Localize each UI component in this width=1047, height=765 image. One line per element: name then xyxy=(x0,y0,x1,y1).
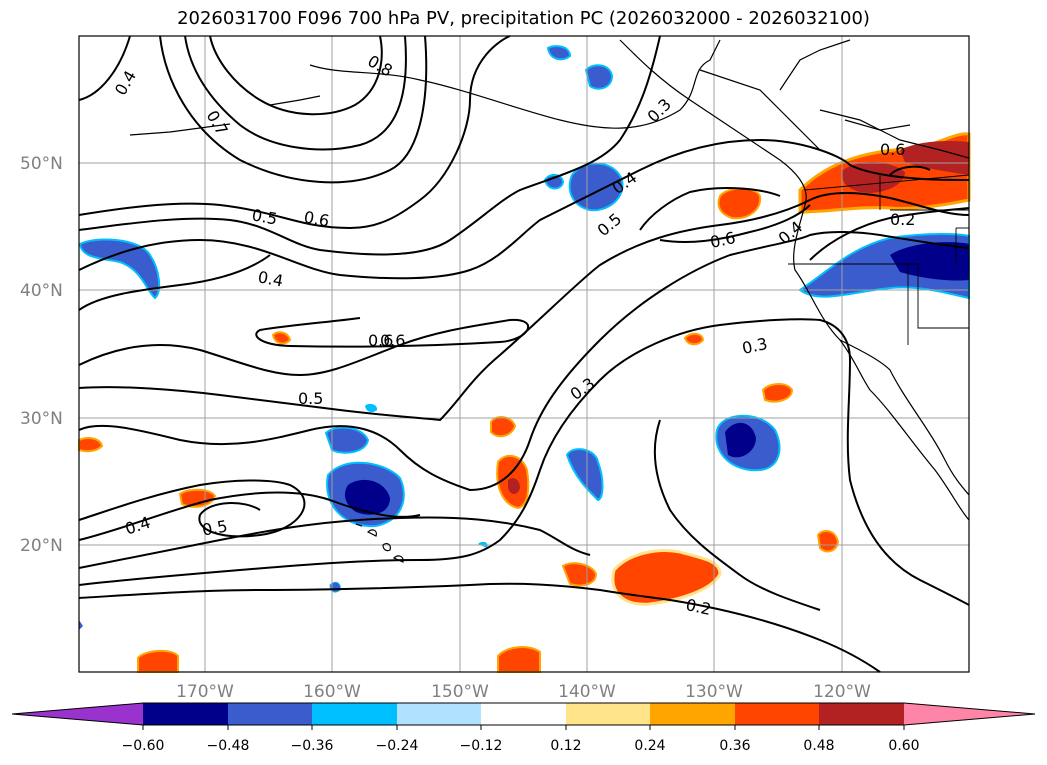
precip-blob xyxy=(324,426,370,454)
colorbar-tick-label: −0.12 xyxy=(460,738,503,754)
latitude-labels: 50°N 40°N 30°N 20°N xyxy=(20,154,63,556)
colorbar: −0.60 −0.48 −0.36 −0.24 −0.12 0.12 0.24 … xyxy=(11,702,1036,754)
lon-label: 160°W xyxy=(303,682,361,702)
precip-blob xyxy=(890,242,969,281)
lon-label: 120°W xyxy=(813,682,871,702)
colorbar-segment xyxy=(566,703,650,725)
precip-blob xyxy=(725,422,756,458)
precip-blob xyxy=(79,620,83,630)
precip-blob xyxy=(137,650,179,673)
colorbar-segment xyxy=(819,703,904,725)
contour-label: 0.2 xyxy=(684,595,713,619)
coastline-layer xyxy=(129,39,970,521)
colorbar-tick-label: −0.24 xyxy=(376,738,419,754)
contour-label: 0.5 xyxy=(201,516,229,539)
colorbar-segment xyxy=(228,703,312,725)
colorbar-segment xyxy=(650,703,735,725)
lon-label: 130°W xyxy=(685,682,743,702)
colorbar-segment xyxy=(397,703,481,725)
precip-blob xyxy=(271,331,292,345)
contour-label: 0.6 xyxy=(380,331,405,350)
contour-label: 0.5 xyxy=(250,205,278,228)
precip-blob xyxy=(365,403,378,413)
contour-label: 0.5 xyxy=(298,389,323,408)
colorbar-extend-max xyxy=(904,703,1035,725)
contour-label: 0.2 xyxy=(890,210,915,229)
boundary-layer xyxy=(788,174,970,345)
precip-blob xyxy=(78,437,104,453)
plot-area xyxy=(79,36,969,672)
precip-blob xyxy=(546,45,572,61)
graticule xyxy=(79,36,969,672)
contour-label: 0.4 xyxy=(256,267,284,290)
map-title: 2026031700 F096 700 hPa PV, precipitatio… xyxy=(177,8,870,29)
lon-label: 140°W xyxy=(558,682,616,702)
colorbar-tick-label: 0.36 xyxy=(719,738,750,754)
colorbar-tick-marks xyxy=(142,725,905,730)
colorbar-extend-min xyxy=(12,703,143,725)
lat-label: 30°N xyxy=(20,409,63,429)
colorbar-tick-label: 0.48 xyxy=(803,738,834,754)
contour-label: 0.6 xyxy=(302,207,330,230)
colorbar-tick-label: 0.60 xyxy=(888,738,919,754)
lat-label: 50°N xyxy=(20,154,63,174)
colorbar-tick-label: −0.60 xyxy=(122,738,165,754)
lon-label: 170°W xyxy=(176,682,234,702)
colorbar-segment xyxy=(312,703,397,725)
precip-blob xyxy=(611,549,722,606)
colorbar-segment xyxy=(143,703,228,725)
longitude-labels: 170°W 160°W 150°W 140°W 130°W 120°W xyxy=(176,682,871,702)
precip-blob xyxy=(497,646,541,673)
hawaii-islands xyxy=(355,523,404,563)
colorbar-tick-label: 0.12 xyxy=(550,738,581,754)
pv-contour-layer xyxy=(78,35,970,673)
precip-blob xyxy=(490,416,517,438)
contour-label: 0.6 xyxy=(368,331,393,350)
precip-blob xyxy=(561,562,598,587)
precip-blob xyxy=(508,478,520,494)
plot-frame xyxy=(78,35,970,673)
precip-blob xyxy=(584,64,614,90)
precip-blob xyxy=(344,479,390,515)
lat-label: 40°N xyxy=(20,281,63,301)
contour-label: 0.6 xyxy=(708,228,737,252)
precip-blob xyxy=(900,140,969,175)
precip-blob xyxy=(761,383,794,403)
contour-label: 0.3 xyxy=(740,334,769,358)
contour-label: 0.6 xyxy=(880,140,905,159)
precip-blob xyxy=(565,448,604,502)
colorbar-segment xyxy=(481,703,566,725)
precip-blob xyxy=(683,332,705,346)
colorbar-tick-label: −0.36 xyxy=(291,738,334,754)
colorbar-segment xyxy=(735,703,819,725)
lon-label: 150°W xyxy=(431,682,489,702)
precip-blob xyxy=(816,529,840,553)
colorbar-tick-label: 0.24 xyxy=(634,738,665,754)
colorbar-tick-label: −0.48 xyxy=(207,738,250,754)
lat-label: 20°N xyxy=(20,536,63,556)
